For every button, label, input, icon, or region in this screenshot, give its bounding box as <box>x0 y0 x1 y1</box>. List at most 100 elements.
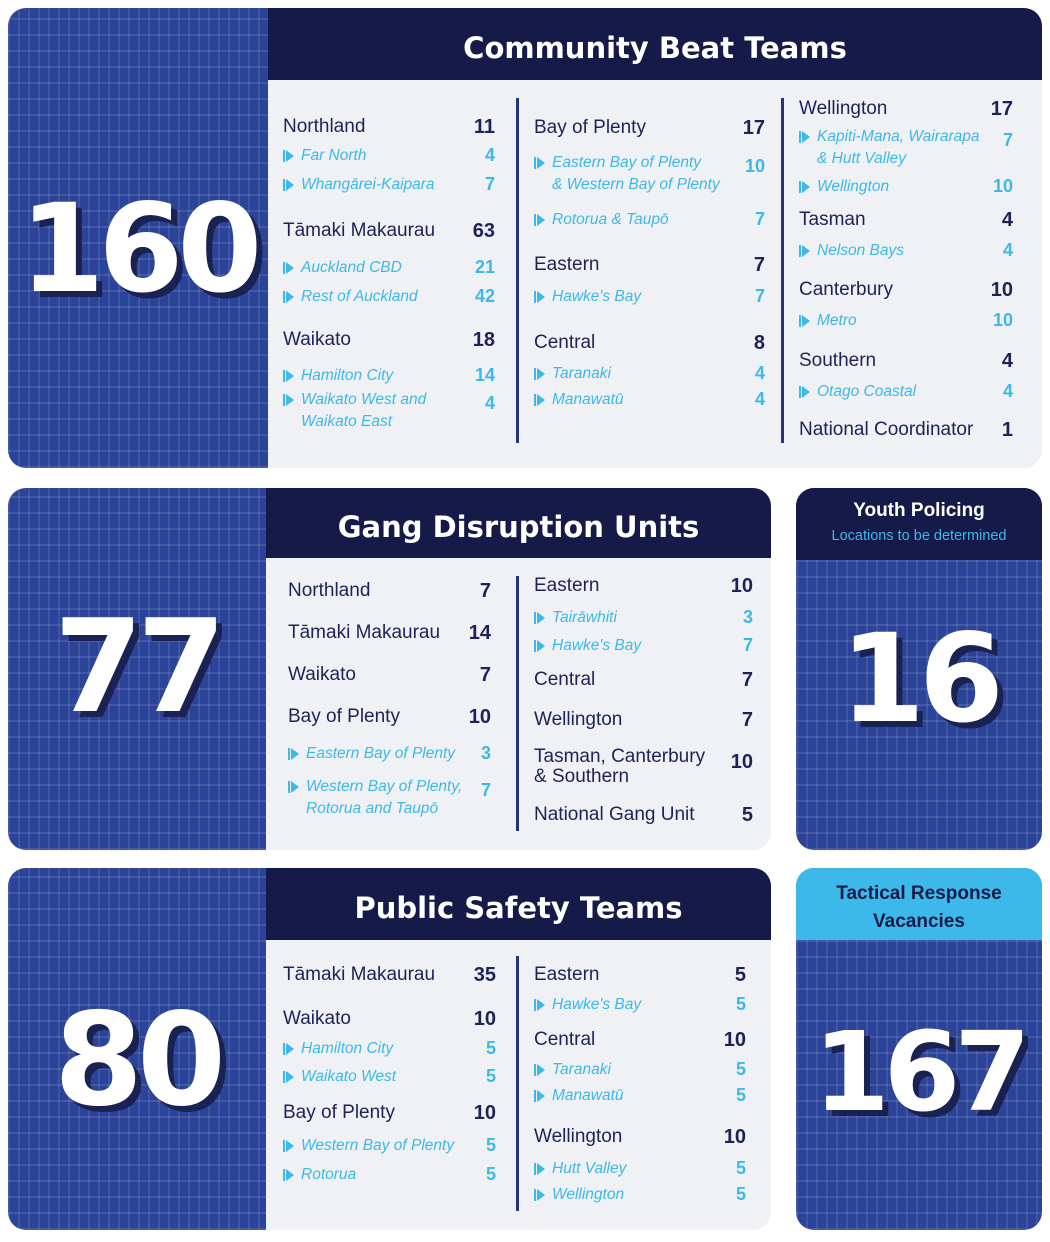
subregion-row-eastern-bay-of-plenty: Eastern Bay of Plenty & Western Bay of Pl… <box>534 152 765 193</box>
subregion-row-far-north: Far North 4 <box>283 145 495 171</box>
region-name-line: Eastern <box>534 575 600 596</box>
region-name: Otago Coastal <box>817 381 916 403</box>
region-name: Wellington <box>552 1184 624 1206</box>
subregion-row-metro: Metro 10 <box>799 310 1013 336</box>
region-name: Northland <box>283 116 365 138</box>
gang-disruption-title: Gang Disruption Units <box>266 488 771 558</box>
play-marker-icon <box>799 245 810 257</box>
region-count: 4 <box>754 389 765 409</box>
column-divider <box>516 576 519 831</box>
region-count: 1 <box>1001 419 1013 441</box>
region-row-bay-of-plenty: Bay of Plenty 10 <box>288 706 491 732</box>
region-count: 35 <box>473 964 496 986</box>
region-row-southern: Southern 4 <box>799 350 1013 376</box>
region-name-line: Wellington <box>799 98 888 119</box>
region-count: 5 <box>735 1184 746 1204</box>
subregion-row-taranaki: Taranaki 5 <box>534 1059 746 1085</box>
subregion-row-taranaki: Taranaki 4 <box>534 363 765 389</box>
play-marker-icon <box>288 781 299 793</box>
region-name-line: Hamilton City <box>301 367 394 384</box>
region-name-line: Hutt Valley <box>552 1160 627 1177</box>
region-row-t-maki-makaurau: Tāmaki Makaurau 35 <box>283 964 496 990</box>
region-name-line: Nelson Bays <box>817 242 905 259</box>
region-name: Eastern Bay of Plenty <box>306 743 455 765</box>
region-name-line: Tairāwhiti <box>552 609 617 626</box>
region-name-line: Eastern Bay of Plenty <box>306 745 456 762</box>
community-beat-total: 160 <box>19 178 263 320</box>
region-name-line: Waikato <box>283 329 351 350</box>
region-count: 17 <box>990 98 1013 120</box>
region-count: 5 <box>485 1066 496 1086</box>
region-row-central: Central 7 <box>534 669 753 695</box>
tactical-response-title-line1: Tactical Response <box>836 883 1002 904</box>
region-name-line: Rest of Auckland <box>301 288 418 305</box>
subregion-row-hamilton-city: Hamilton City 14 <box>283 365 495 391</box>
play-marker-icon <box>283 370 294 382</box>
region-count: 3 <box>480 743 491 763</box>
subregion-row-wellington: Wellington 10 <box>799 176 1013 202</box>
subregion-row-hawke-s-bay: Hawke's Bay 5 <box>534 994 746 1020</box>
region-row-wellington: Wellington 7 <box>534 709 753 735</box>
region-row-waikato: Waikato 18 <box>283 329 495 355</box>
region-count: 4 <box>1001 209 1013 231</box>
region-name: Eastern <box>534 964 599 986</box>
region-count: 5 <box>735 994 746 1014</box>
region-name-line: Auckland CBD <box>301 259 402 276</box>
region-name-line: Tāmaki Makaurau <box>283 964 436 985</box>
play-marker-icon <box>283 291 294 303</box>
subregion-row-tair-whiti: Tairāwhiti 3 <box>534 607 753 633</box>
public-safety-teams-card: 80 Public Safety Teams Tāmaki Makaurau 35… <box>8 868 771 1230</box>
play-marker-icon <box>283 394 294 406</box>
subregion-row-waikato-west-and: Waikato West and Waikato East 4 <box>283 389 495 430</box>
region-name-line: Wellington <box>552 1186 625 1203</box>
region-name: Rotorua & Taupō <box>552 209 669 231</box>
region-row-northland: Northland 7 <box>288 580 491 606</box>
play-marker-icon <box>799 131 810 143</box>
play-marker-icon <box>534 368 545 380</box>
region-row-central: Central 10 <box>534 1029 746 1055</box>
region-name: Waikato <box>288 664 356 686</box>
region-name-line: Northland <box>288 580 371 601</box>
region-name-line: Northland <box>283 116 366 137</box>
region-name-line: & Western Bay of Plenty <box>552 176 720 193</box>
tactical-response-title-line2: Vacancies <box>873 911 965 932</box>
region-name-line: Rotorua and Taupō <box>306 800 439 817</box>
region-count: 4 <box>484 393 495 413</box>
subregion-row-hutt-valley: Hutt Valley 5 <box>534 1158 746 1184</box>
region-count: 5 <box>735 1158 746 1178</box>
region-row-tasman-canterbury: Tasman, Canterbury & Southern 10 <box>534 747 753 787</box>
region-count: 10 <box>744 156 765 176</box>
region-name-line: Western Bay of Plenty, <box>306 778 463 795</box>
column-divider <box>516 956 519 1211</box>
play-marker-icon <box>799 181 810 193</box>
region-count: 5 <box>485 1038 496 1058</box>
region-name: Kapiti-Mana, Wairarapa & Hutt Valley <box>817 126 980 170</box>
community-beat-total-panel: 160 <box>8 8 268 468</box>
region-count: 5 <box>734 964 746 986</box>
region-name: Wellington <box>534 1126 622 1148</box>
region-name: Hutt Valley <box>552 1158 626 1180</box>
play-marker-icon <box>534 214 545 226</box>
play-marker-icon <box>283 1071 294 1083</box>
region-name: Western Bay of Plenty <box>301 1135 454 1157</box>
region-name: Eastern Bay of Plenty & Western Bay of Pl… <box>552 152 720 196</box>
youth-policing-total: 16 <box>840 608 1004 750</box>
public-safety-title: Public Safety Teams <box>266 868 771 940</box>
region-name-line: Western Bay of Plenty <box>301 1137 455 1154</box>
region-row-tasman: Tasman 4 <box>799 209 1013 235</box>
region-count: 5 <box>485 1135 496 1155</box>
region-name: Central <box>534 669 595 691</box>
play-marker-icon <box>534 1090 545 1102</box>
play-marker-icon <box>283 1043 294 1055</box>
region-name: Taranaki <box>552 363 611 385</box>
play-marker-icon <box>534 291 545 303</box>
region-count: 10 <box>730 575 753 597</box>
region-row-central: Central 8 <box>534 332 765 358</box>
region-count: 7 <box>479 580 491 602</box>
public-safety-total: 80 <box>53 986 226 1135</box>
region-name-line: & Southern <box>534 766 630 787</box>
play-marker-icon <box>283 1169 294 1181</box>
region-row-canterbury: Canterbury 10 <box>799 279 1013 305</box>
region-name: Taranaki <box>552 1059 611 1081</box>
region-count: 3 <box>742 607 753 627</box>
